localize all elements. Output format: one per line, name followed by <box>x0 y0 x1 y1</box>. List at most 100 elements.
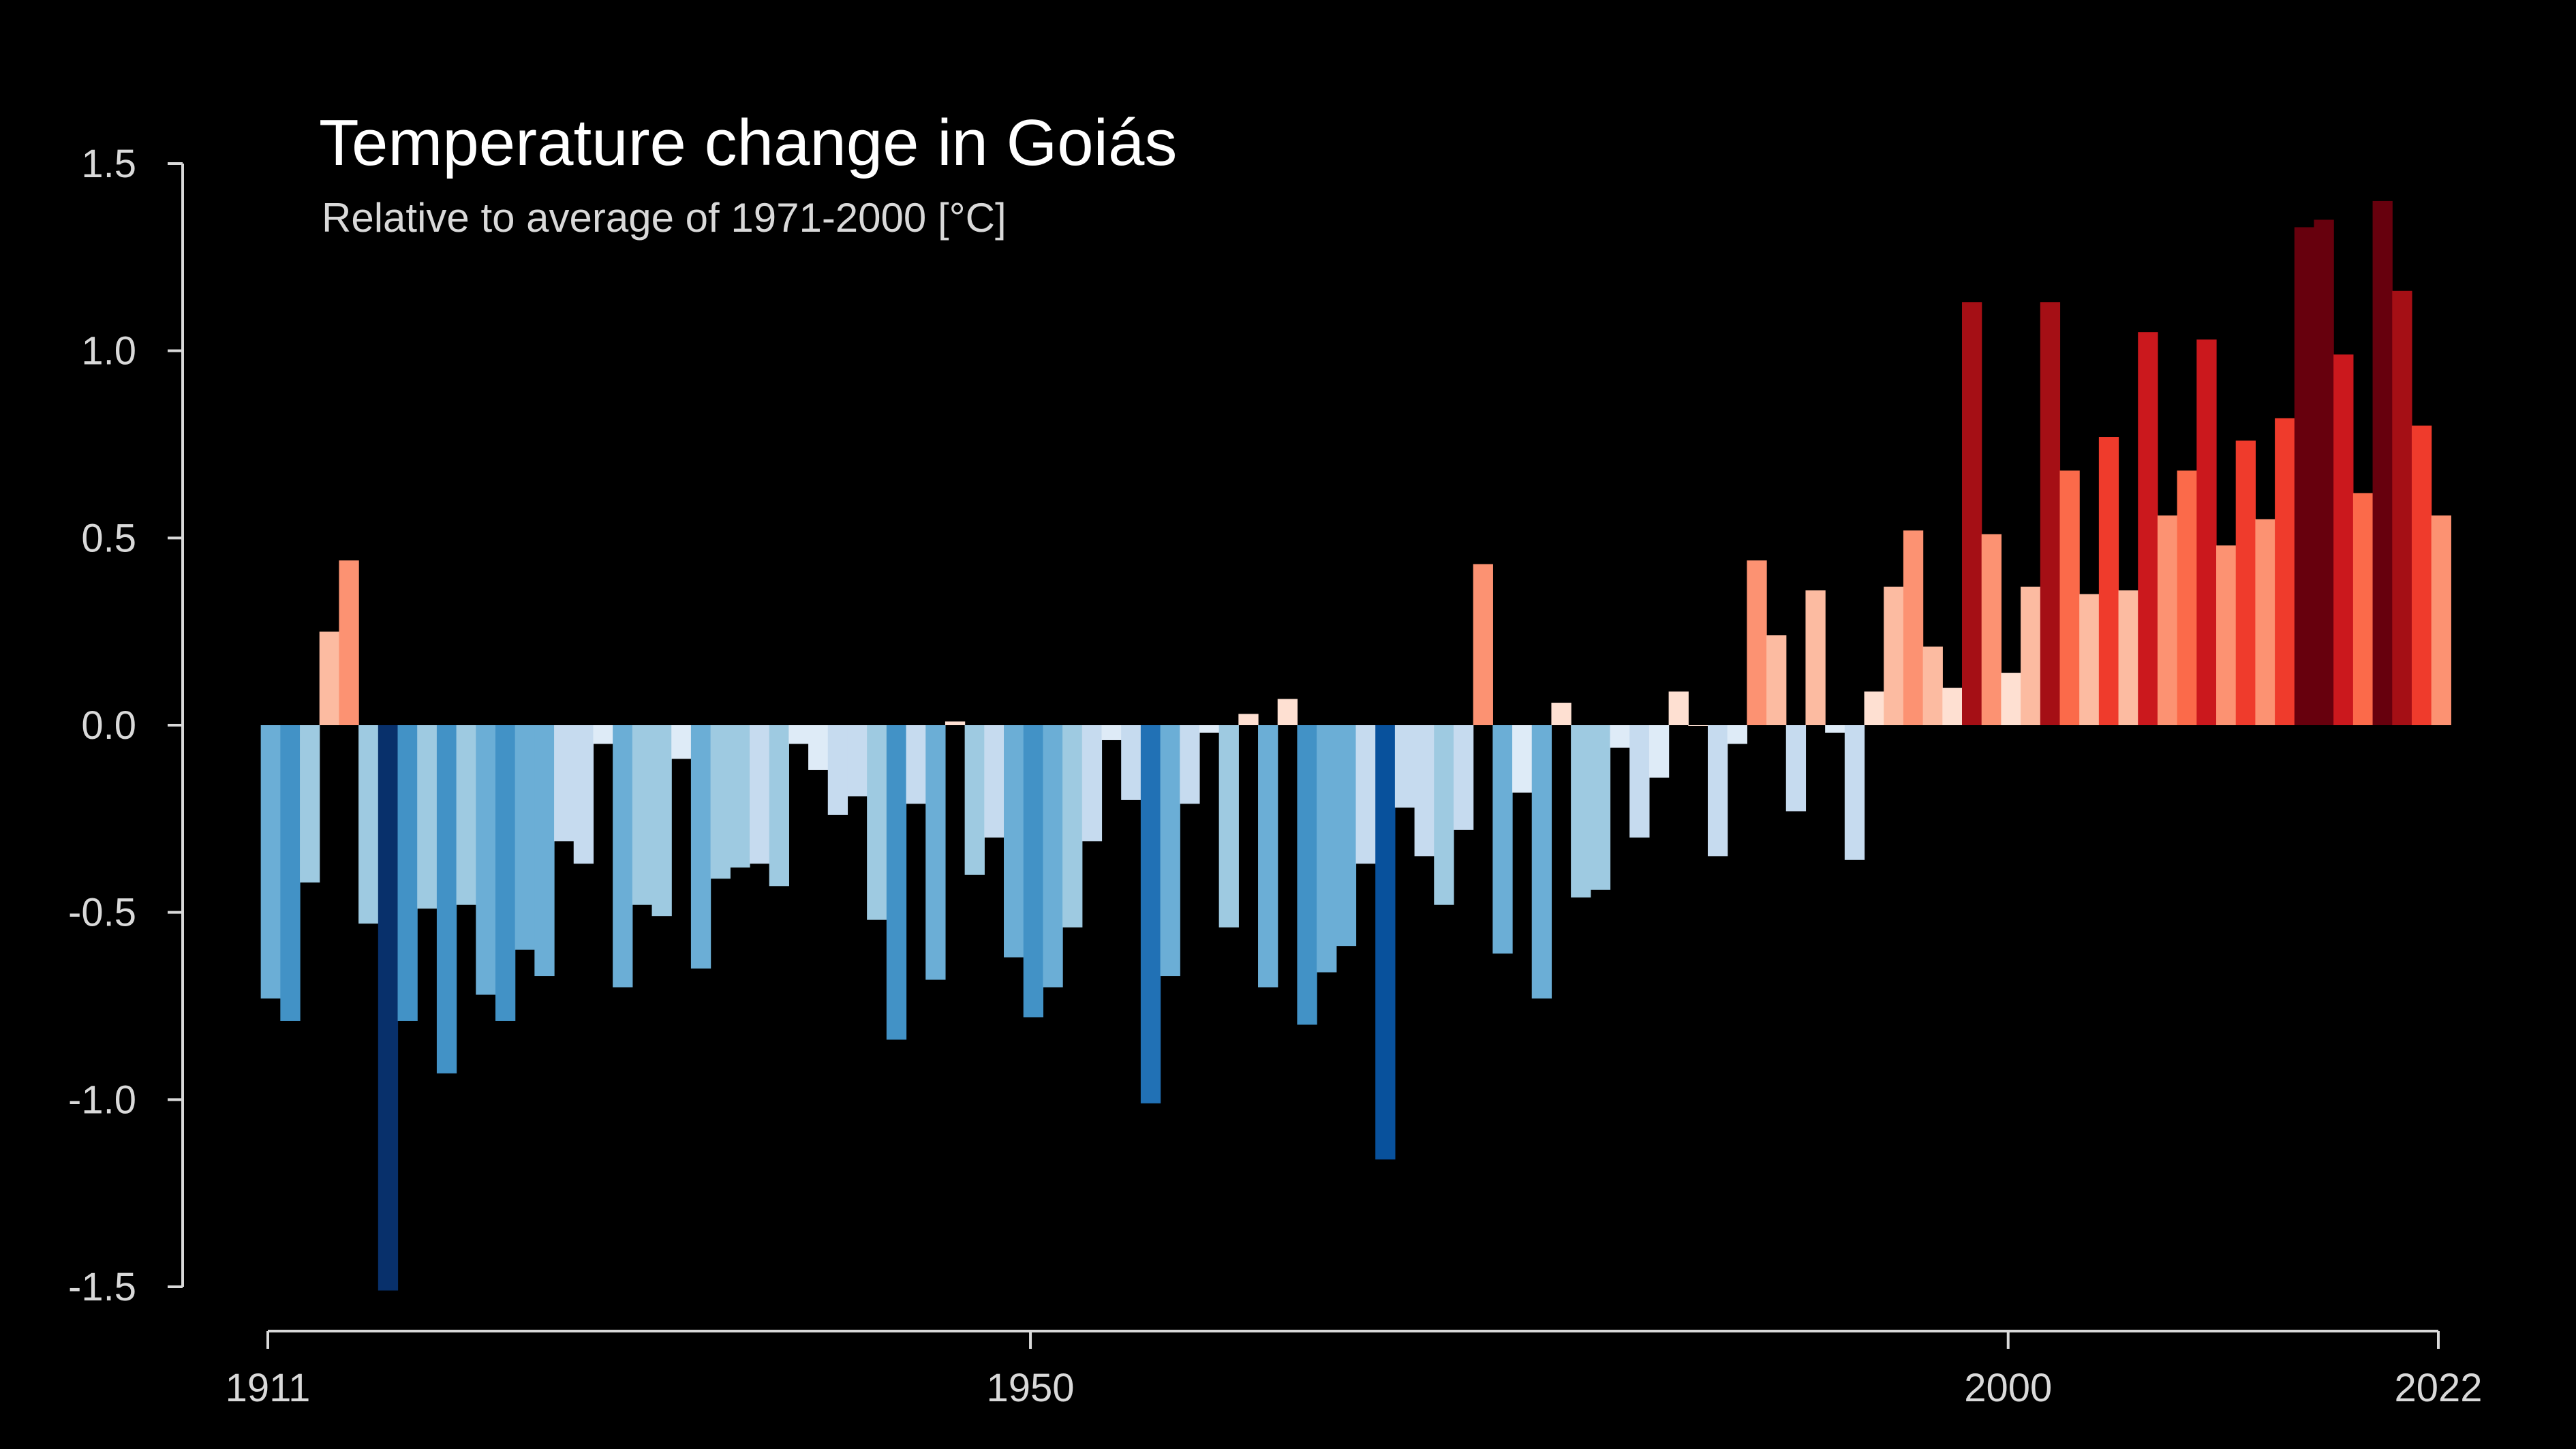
bar-1963 <box>1277 699 1298 725</box>
bar-1916 <box>358 725 379 924</box>
bar-1971 <box>1434 725 1454 905</box>
bar-2009 <box>2177 470 2197 725</box>
bar-1917 <box>378 725 399 1291</box>
bar-1923 <box>495 725 516 1021</box>
bar-1995 <box>1903 530 1924 725</box>
bar-1946 <box>945 721 966 725</box>
bar-1926 <box>554 725 574 842</box>
bar-1920 <box>436 725 457 1073</box>
bar-2018 <box>2352 493 2374 725</box>
bar-1927 <box>573 725 594 864</box>
y-tick-label: -1.5 <box>68 1265 136 1309</box>
bar-1986 <box>1727 725 1747 744</box>
bar-1921 <box>456 725 476 905</box>
bar-1924 <box>515 725 535 950</box>
bar-2016 <box>2314 219 2334 725</box>
bar-1973 <box>1473 564 1493 725</box>
bars-group <box>260 200 2451 1291</box>
bar-1943 <box>886 725 907 1040</box>
bar-1948 <box>984 725 1005 838</box>
bar-2017 <box>2333 354 2354 725</box>
bar-1972 <box>1453 725 1474 830</box>
bar-2007 <box>2138 332 2158 725</box>
bar-1993 <box>1864 691 1884 725</box>
y-tick-label: -1.0 <box>68 1078 136 1122</box>
bar-1999 <box>1981 534 2002 725</box>
bar-2000 <box>2001 673 2021 725</box>
bar-1985 <box>1707 725 1728 857</box>
bar-2020 <box>2392 290 2412 725</box>
bar-1978 <box>1571 725 1591 898</box>
bar-1918 <box>397 725 418 1021</box>
bar-1979 <box>1590 725 1611 890</box>
bar-2022 <box>2431 515 2451 725</box>
bar-1933 <box>690 725 711 969</box>
bar-1975 <box>1512 725 1533 793</box>
bar-2005 <box>2098 437 2119 725</box>
bar-1991 <box>1825 725 1845 733</box>
bar-1937 <box>769 725 789 887</box>
bar-1956 <box>1140 725 1161 1103</box>
bar-1977 <box>1551 703 1571 725</box>
bar-1976 <box>1531 725 1552 999</box>
y-tick-label: 1.0 <box>81 329 136 373</box>
bar-2015 <box>2294 227 2315 725</box>
bar-1988 <box>1766 635 1787 725</box>
bar-1913 <box>300 725 320 883</box>
bar-1930 <box>632 725 653 905</box>
bar-1989 <box>1785 725 1807 812</box>
bar-1949 <box>1004 725 1024 958</box>
bar-2011 <box>2216 545 2237 725</box>
x-tick-label: 2000 <box>1964 1366 2052 1410</box>
bar-2012 <box>2235 440 2256 725</box>
bar-1950 <box>1023 725 1043 1018</box>
bar-1925 <box>534 725 555 977</box>
bar-1960 <box>1218 725 1239 928</box>
bar-2021 <box>2411 425 2432 725</box>
bar-1969 <box>1394 725 1415 808</box>
bar-2014 <box>2275 418 2295 725</box>
bar-1981 <box>1629 725 1650 838</box>
y-tick-label: 0.0 <box>81 703 136 748</box>
bar-1987 <box>1747 560 1767 725</box>
bar-2010 <box>2196 339 2217 725</box>
bar-1935 <box>730 725 750 868</box>
bar-1997 <box>1942 688 1963 725</box>
x-tick-label: 1950 <box>987 1366 1075 1410</box>
bar-1915 <box>339 560 359 725</box>
y-axis: 1.5 1.0 0.5 0.0 -0.5 -1.0 -1.5 <box>68 142 184 1309</box>
bar-1967 <box>1355 725 1376 864</box>
bar-1942 <box>867 725 887 920</box>
bar-1970 <box>1414 725 1435 857</box>
bar-1929 <box>613 725 633 988</box>
bar-1954 <box>1101 725 1122 740</box>
x-tick-label: 1911 <box>226 1366 311 1410</box>
x-axis: 1911 1950 2000 2022 <box>226 1330 2483 1410</box>
bar-1941 <box>847 725 868 797</box>
bar-1983 <box>1668 691 1689 725</box>
bar-1952 <box>1062 725 1083 928</box>
chart-title: Temperature change in Goiás <box>319 106 1177 179</box>
bar-1990 <box>1805 590 1826 725</box>
bar-1958 <box>1180 725 1200 804</box>
bar-2004 <box>2079 594 2100 725</box>
bar-1996 <box>1922 646 1943 725</box>
bar-1914 <box>319 631 340 725</box>
bar-1951 <box>1043 725 1063 988</box>
bar-1998 <box>1962 302 1982 725</box>
bar-1994 <box>1884 586 1904 725</box>
bar-1931 <box>651 725 672 917</box>
bar-1992 <box>1844 725 1865 860</box>
y-tick-label: 0.5 <box>81 516 136 560</box>
bar-1965 <box>1317 725 1337 973</box>
bar-2006 <box>2118 590 2138 725</box>
y-tick-label: 1.5 <box>81 142 136 186</box>
bar-1955 <box>1121 725 1141 800</box>
bar-1961 <box>1238 714 1259 725</box>
bar-1945 <box>925 725 946 980</box>
y-tick-label: -0.5 <box>68 891 136 935</box>
x-tick-label: 2022 <box>2394 1366 2482 1410</box>
bar-1922 <box>476 725 496 995</box>
bar-1962 <box>1258 725 1278 988</box>
